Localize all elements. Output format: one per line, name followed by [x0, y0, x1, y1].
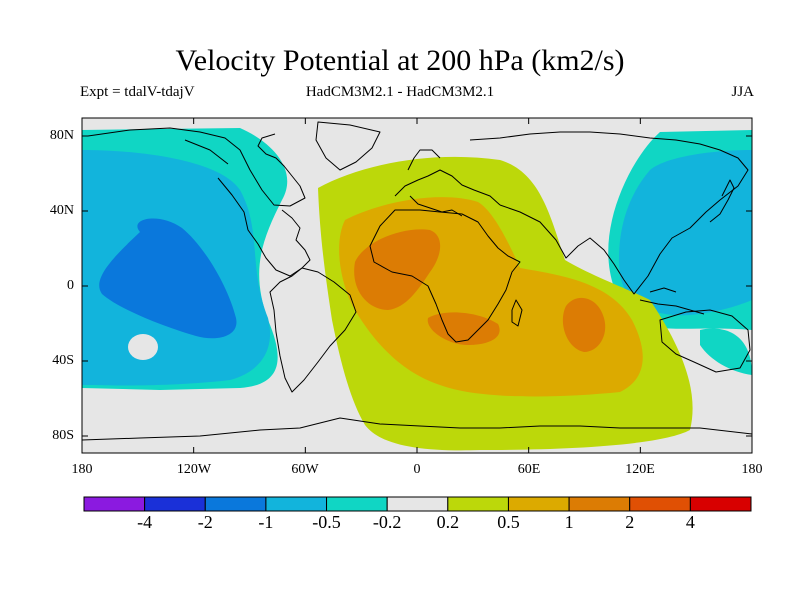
madagascar-coast [511, 299, 523, 327]
lon-label-180w: 180 [71, 462, 93, 477]
lat-label-40n: 40N [49, 203, 74, 218]
europe-coast [394, 149, 501, 217]
experiment-label: Expt = tdalV-tdajV [80, 84, 195, 100]
pacific-hole [128, 334, 158, 360]
lon-label-60w: 60W [291, 462, 319, 477]
lat-label-40s: 40S [52, 353, 74, 368]
colorbar-swatch [447, 496, 509, 512]
coastlines [82, 121, 752, 441]
lon-label-180e: 180 [741, 462, 763, 477]
antarctica-coast [82, 417, 752, 441]
pacific-blue-core [99, 218, 237, 339]
south-america-coast [269, 267, 357, 393]
colorbar-swatch [507, 496, 570, 512]
colorbar-swatch [629, 496, 691, 512]
lon-label-0: 0 [413, 462, 421, 477]
africa-coast [369, 209, 521, 343]
colorbar-label: 0.2 [436, 512, 460, 532]
map-ticks [81, 118, 753, 453]
model-label: HadCM3M2.1 - HadCM3M2.1 [305, 84, 495, 100]
lon-label-120w: 120W [176, 462, 212, 477]
lat-label-80n: 80N [49, 128, 74, 143]
lon-label-60e: 60E [517, 462, 541, 477]
colorbar-swatch [326, 496, 388, 512]
lat-label-0: 0 [67, 278, 74, 293]
colorbar [83, 496, 752, 512]
australia-coast [659, 309, 751, 373]
colorbar-label: 0.5 [497, 512, 520, 532]
indonesia-cyan-south [700, 328, 752, 375]
colorbar-label: 4 [685, 512, 695, 532]
colorbar-swatch [144, 496, 206, 512]
colorbar-swatch [386, 496, 449, 512]
colorbar-label: -4 [137, 512, 153, 532]
colorbar-swatch [204, 496, 267, 512]
japan-coast [709, 179, 735, 223]
colorbar-swatch [689, 496, 752, 512]
season-label: JJA [731, 84, 754, 100]
colorbar-label: 2 [625, 512, 635, 532]
colorbar-label: -1 [258, 512, 274, 532]
colorbar-label: 1 [564, 512, 574, 532]
colorbar-label: -2 [197, 512, 213, 532]
africa-max-north [354, 229, 441, 310]
indian-ocean-max [562, 297, 606, 352]
lon-label-120e: 120E [625, 462, 655, 477]
colorbar-swatch [568, 496, 631, 512]
southern-africa-max [427, 312, 500, 345]
colorbar-label: -0.2 [372, 512, 402, 532]
greenland-coast [315, 121, 381, 171]
contour-field [82, 118, 752, 453]
north-america-coast [87, 127, 311, 277]
chart-title: Velocity Potential at 200 hPa (km2/s) [175, 44, 625, 77]
pacific-lightblue-east [619, 150, 752, 316]
colorbar-swatch [83, 496, 146, 512]
colorbar-swatch [265, 496, 328, 512]
lat-label-80s: 80S [52, 428, 74, 443]
asia-coast [469, 131, 749, 295]
colorbar-label: -0.5 [312, 512, 341, 532]
